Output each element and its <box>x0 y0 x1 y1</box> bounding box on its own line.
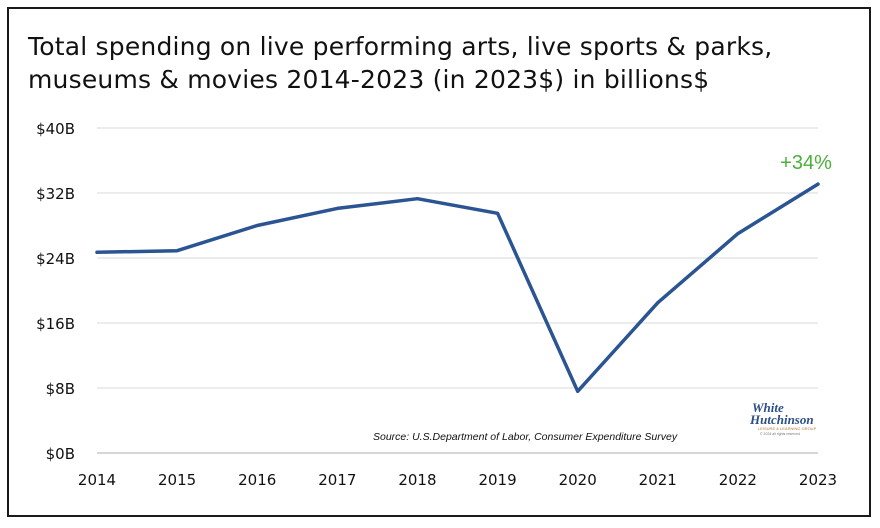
x-tick-label: 2018 <box>398 471 436 489</box>
y-tick-label: $0B <box>46 445 75 463</box>
tick-labels: $0B $8B $16B $24B $32B $40B 2014 2015 2016 2017 20… <box>36 120 837 489</box>
data-point <box>656 301 660 305</box>
x-tick-label: 2021 <box>639 471 677 489</box>
logo-line-1: White <box>752 400 784 415</box>
data-point <box>255 224 259 227</box>
x-tick-label: 2016 <box>238 471 276 489</box>
data-point <box>95 250 99 254</box>
y-tick-label: $16B <box>36 315 75 333</box>
data-point <box>415 197 419 201</box>
y-tick-label: $40B <box>36 120 75 138</box>
series-line <box>95 182 820 394</box>
growth-annotation: +34% <box>780 152 832 174</box>
y-tick-label: $32B <box>36 185 75 203</box>
x-tick-label: 2020 <box>559 471 597 489</box>
x-tick-label: 2014 <box>78 471 116 489</box>
series <box>95 182 820 394</box>
logo-line-4: © 2024 all rights reserved <box>760 432 800 436</box>
x-tick-label: 2023 <box>799 471 837 489</box>
x-tick-label: 2022 <box>719 471 757 489</box>
data-point <box>816 182 820 186</box>
x-tick-label: 2017 <box>318 471 356 489</box>
data-point <box>335 206 339 210</box>
data-point <box>496 211 500 215</box>
x-tick-label: 2015 <box>158 471 196 489</box>
data-point <box>576 389 580 393</box>
y-tick-label: $24B <box>36 250 75 268</box>
chart-frame <box>7 7 871 517</box>
chart-title: Total spending on live performing arts, … <box>28 32 773 94</box>
source-note: Source: U.S.Department of Labor, Consume… <box>373 431 678 443</box>
gridlines <box>97 127 818 389</box>
logo-line-2: Hutchinson <box>750 412 814 427</box>
white-hutchinson-logo: White Hutchinson LEISURE & LEARNING GROU… <box>750 400 822 444</box>
y-tick-label: $8B <box>46 380 75 398</box>
data-point <box>175 249 179 253</box>
logo-line-3: LEISURE & LEARNING GROUP <box>758 426 817 431</box>
annotations: +34% <box>780 152 832 174</box>
x-tick-label: 2019 <box>478 471 516 489</box>
data-point <box>736 232 740 236</box>
